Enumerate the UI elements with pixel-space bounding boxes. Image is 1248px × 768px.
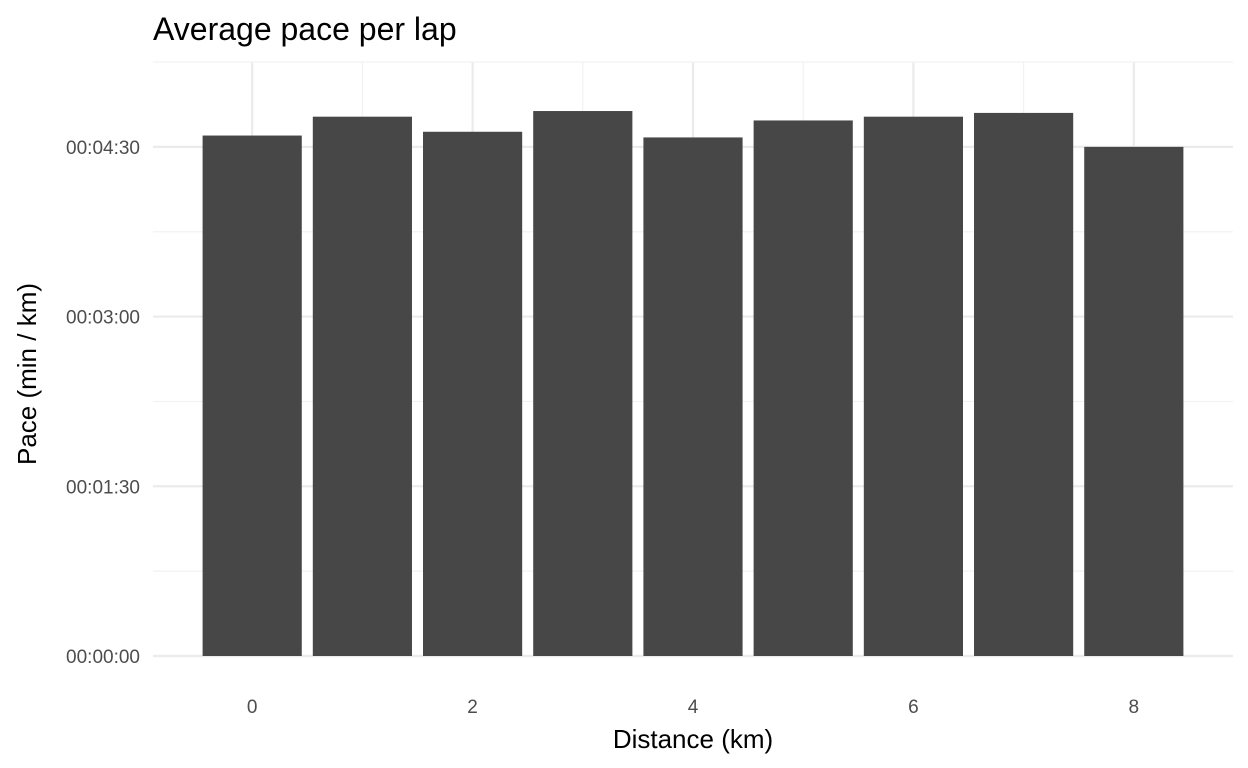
bar-0: [202, 135, 302, 657]
x-axis-ticks: 0 2 4 6 8: [247, 697, 1139, 718]
x-tick-label: 4: [688, 697, 699, 718]
bar-2: [423, 131, 523, 656]
bar-3: [533, 111, 633, 657]
chart-title: Average pace per lap: [153, 11, 457, 47]
x-tick-label: 2: [467, 697, 478, 718]
bar-4: [643, 137, 743, 656]
x-tick-label: 6: [908, 697, 919, 718]
y-tick-label: 00:01:30: [66, 477, 140, 498]
bar-5: [753, 120, 853, 656]
bar-1: [312, 116, 412, 656]
y-tick-label: 00:00:00: [66, 647, 140, 668]
bar-6: [863, 116, 963, 656]
x-axis-title: Distance (km): [613, 724, 773, 754]
x-tick-label: 0: [247, 697, 258, 718]
y-axis-title: Pace (min / km): [12, 283, 42, 465]
bars: [202, 111, 1184, 657]
y-tick-label: 00:04:30: [66, 138, 140, 159]
bar-8: [1084, 146, 1184, 656]
y-axis-ticks: 00:00:00 00:01:30 00:03:00 00:04:30: [66, 138, 140, 668]
y-tick-label: 00:03:00: [66, 308, 140, 329]
x-tick-label: 8: [1129, 697, 1140, 718]
bar-7: [974, 112, 1074, 656]
